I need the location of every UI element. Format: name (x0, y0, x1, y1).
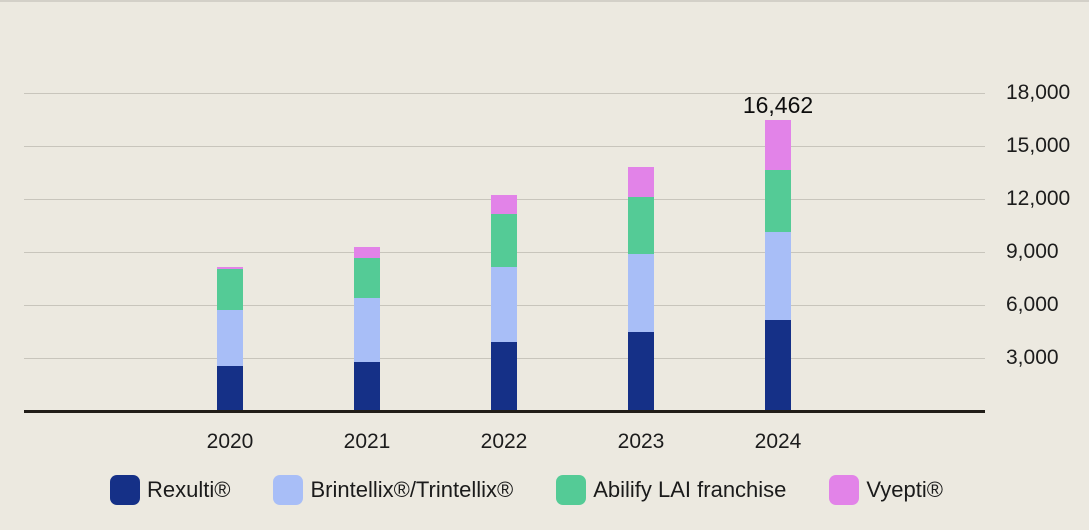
bar-segment-2024-rexulti- (765, 319, 791, 411)
vyepti-swatch-icon (829, 475, 860, 505)
bar-segment-2023-rexulti- (628, 332, 654, 411)
bar-2020 (217, 267, 243, 411)
bar-segment-2023-vyepti- (628, 167, 654, 198)
bar-2021 (354, 246, 380, 411)
bar-2022 (491, 194, 517, 411)
total-label: 16,462 (742, 92, 814, 119)
bar-segment-2021-abilify-lai-franchise (354, 258, 380, 298)
chart-legend: Rexulti® Brintellix®/Trintellix® Abilify… (110, 475, 943, 505)
legend-label: Brintellix®/Trintellix® (310, 477, 514, 502)
legend-item-vyepti: Vyepti® (829, 475, 943, 505)
bar-segment-2022-vyepti- (491, 194, 517, 215)
y-tick-label: 12,000 (1006, 187, 1071, 210)
bar-segment-2020-rexulti- (217, 365, 243, 411)
bar-segment-2020-abilify-lai-franchise (217, 268, 243, 311)
bar-segment-2021-rexulti- (354, 361, 380, 411)
x-tick-label-2023: 2023 (617, 430, 665, 453)
top-edge-divider (0, 0, 1089, 2)
legend-label: Vyepti® (866, 477, 943, 502)
legend-item-brintellix-trintellix: Brintellix®/Trintellix® (273, 475, 513, 505)
bar-segment-2024-vyepti- (765, 120, 791, 171)
legend-label: Abilify LAI franchise (593, 477, 787, 502)
legend-item-rexulti: Rexulti® (110, 475, 230, 505)
bar-segment-2022-brintellix-trintellix- (491, 266, 517, 343)
x-axis-line (24, 410, 985, 413)
y-tick-label: 3,000 (1006, 346, 1059, 369)
legend-item-abilify-lai: Abilify LAI franchise (556, 475, 786, 505)
y-tick-label: 6,000 (1006, 293, 1059, 316)
legend-label: Rexulti® (147, 477, 231, 502)
bar-segment-2022-abilify-lai-franchise (491, 214, 517, 267)
plot-area (24, 93, 985, 411)
bar-2023 (628, 167, 654, 411)
y-tick-label: 9,000 (1006, 240, 1059, 263)
abilify-swatch-icon (556, 475, 587, 505)
gridline-18000 (24, 93, 985, 94)
bar-segment-2020-vyepti- (217, 267, 243, 269)
y-tick-label: 18,000 (1006, 81, 1071, 104)
brintellix-swatch-icon (273, 475, 304, 505)
y-tick-label: 15,000 (1006, 134, 1071, 157)
x-tick-label-2021: 2021 (343, 430, 391, 453)
bar-segment-2024-abilify-lai-franchise (765, 170, 791, 233)
x-tick-label-2020: 2020 (206, 430, 254, 453)
x-tick-label-2024: 2024 (754, 430, 802, 453)
gridline-15000 (24, 146, 985, 147)
rexulti-swatch-icon (110, 475, 140, 505)
bar-2024 (765, 120, 791, 411)
bar-segment-2021-brintellix-trintellix- (354, 297, 380, 362)
bar-segment-2022-rexulti- (491, 342, 517, 411)
bar-segment-2024-brintellix-trintellix- (765, 232, 791, 320)
bar-segment-2023-brintellix-trintellix- (628, 254, 654, 333)
bar-segment-2021-vyepti- (354, 246, 380, 259)
bar-segment-2020-brintellix-trintellix- (217, 310, 243, 366)
x-tick-label-2022: 2022 (480, 430, 528, 453)
bar-segment-2023-abilify-lai-franchise (628, 197, 654, 255)
